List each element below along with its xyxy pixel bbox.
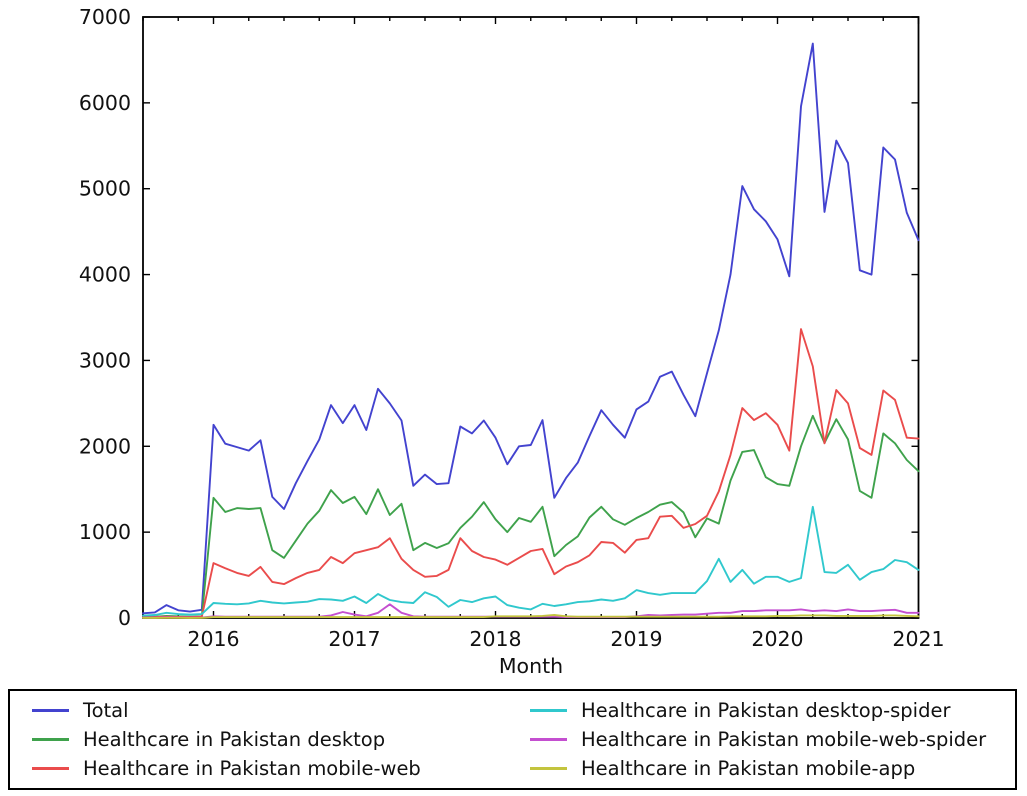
series-line-mobile-app xyxy=(142,614,920,619)
legend-label-desktop-spider: Healthcare in Pakistan desktop-spider xyxy=(581,699,951,722)
x-tick-label-2021: 2021 xyxy=(892,627,944,651)
y-tick-label-2000: 2000 xyxy=(79,434,131,458)
y-tick-label-1000: 1000 xyxy=(79,520,131,544)
series-line-desktop xyxy=(142,414,920,618)
legend-item-desktop: Healthcare in Pakistan desktop xyxy=(32,728,530,751)
legend-swatch-mobile-app xyxy=(530,767,567,770)
legend-item-mobile-web: Healthcare in Pakistan mobile-web xyxy=(32,757,530,780)
x-tick-label-2020: 2020 xyxy=(751,627,803,651)
legend-label-mobile-web-spider: Healthcare in Pakistan mobile-web-spider xyxy=(581,728,987,751)
legend-swatch-total xyxy=(32,709,69,712)
y-tick-label-5000: 5000 xyxy=(79,177,131,201)
legend-item-mobile-web-spider: Healthcare in Pakistan mobile-web-spider xyxy=(530,728,1015,751)
series-line-total xyxy=(142,42,920,615)
x-tick-label-2018: 2018 xyxy=(469,627,521,651)
y-tick-label-6000: 6000 xyxy=(79,91,131,115)
legend-item-mobile-app: Healthcare in Pakistan mobile-app xyxy=(530,757,1015,780)
legend-swatch-desktop-spider xyxy=(530,709,567,712)
legend-label-mobile-web: Healthcare in Pakistan mobile-web xyxy=(83,757,421,780)
legend-label-total: Total xyxy=(83,699,129,722)
x-tick-label-2016: 2016 xyxy=(187,627,239,651)
series-line-mobile-web xyxy=(142,328,920,619)
y-tick-label-4000: 4000 xyxy=(79,263,131,287)
y-tick-label-0: 0 xyxy=(118,606,131,630)
legend-swatch-mobile-web-spider xyxy=(530,738,567,741)
line-chart-canvas: 2016 2017 2018 2019 2020 2021 0 1000 2000 3000 400… xyxy=(79,5,945,678)
chart-legend: Total Healthcare in Pakistan desktop Hea… xyxy=(8,689,1017,790)
plot-frame xyxy=(142,16,920,619)
y-tick-label-7000: 7000 xyxy=(79,5,131,29)
legend-label-mobile-app: Healthcare in Pakistan mobile-app xyxy=(581,757,916,780)
legend-item-desktop-spider: Healthcare in Pakistan desktop-spider xyxy=(530,699,1015,722)
x-axis-title: Month xyxy=(499,654,563,678)
legend-item-total: Total xyxy=(32,699,530,722)
y-tick-label-3000: 3000 xyxy=(79,348,131,372)
series-line-desktop-spider xyxy=(142,505,920,617)
legend-label-desktop: Healthcare in Pakistan desktop xyxy=(83,728,386,751)
legend-swatch-mobile-web xyxy=(32,767,69,770)
x-tick-label-2017: 2017 xyxy=(328,627,380,651)
legend-swatch-desktop xyxy=(32,738,69,741)
x-tick-label-2019: 2019 xyxy=(610,627,662,651)
